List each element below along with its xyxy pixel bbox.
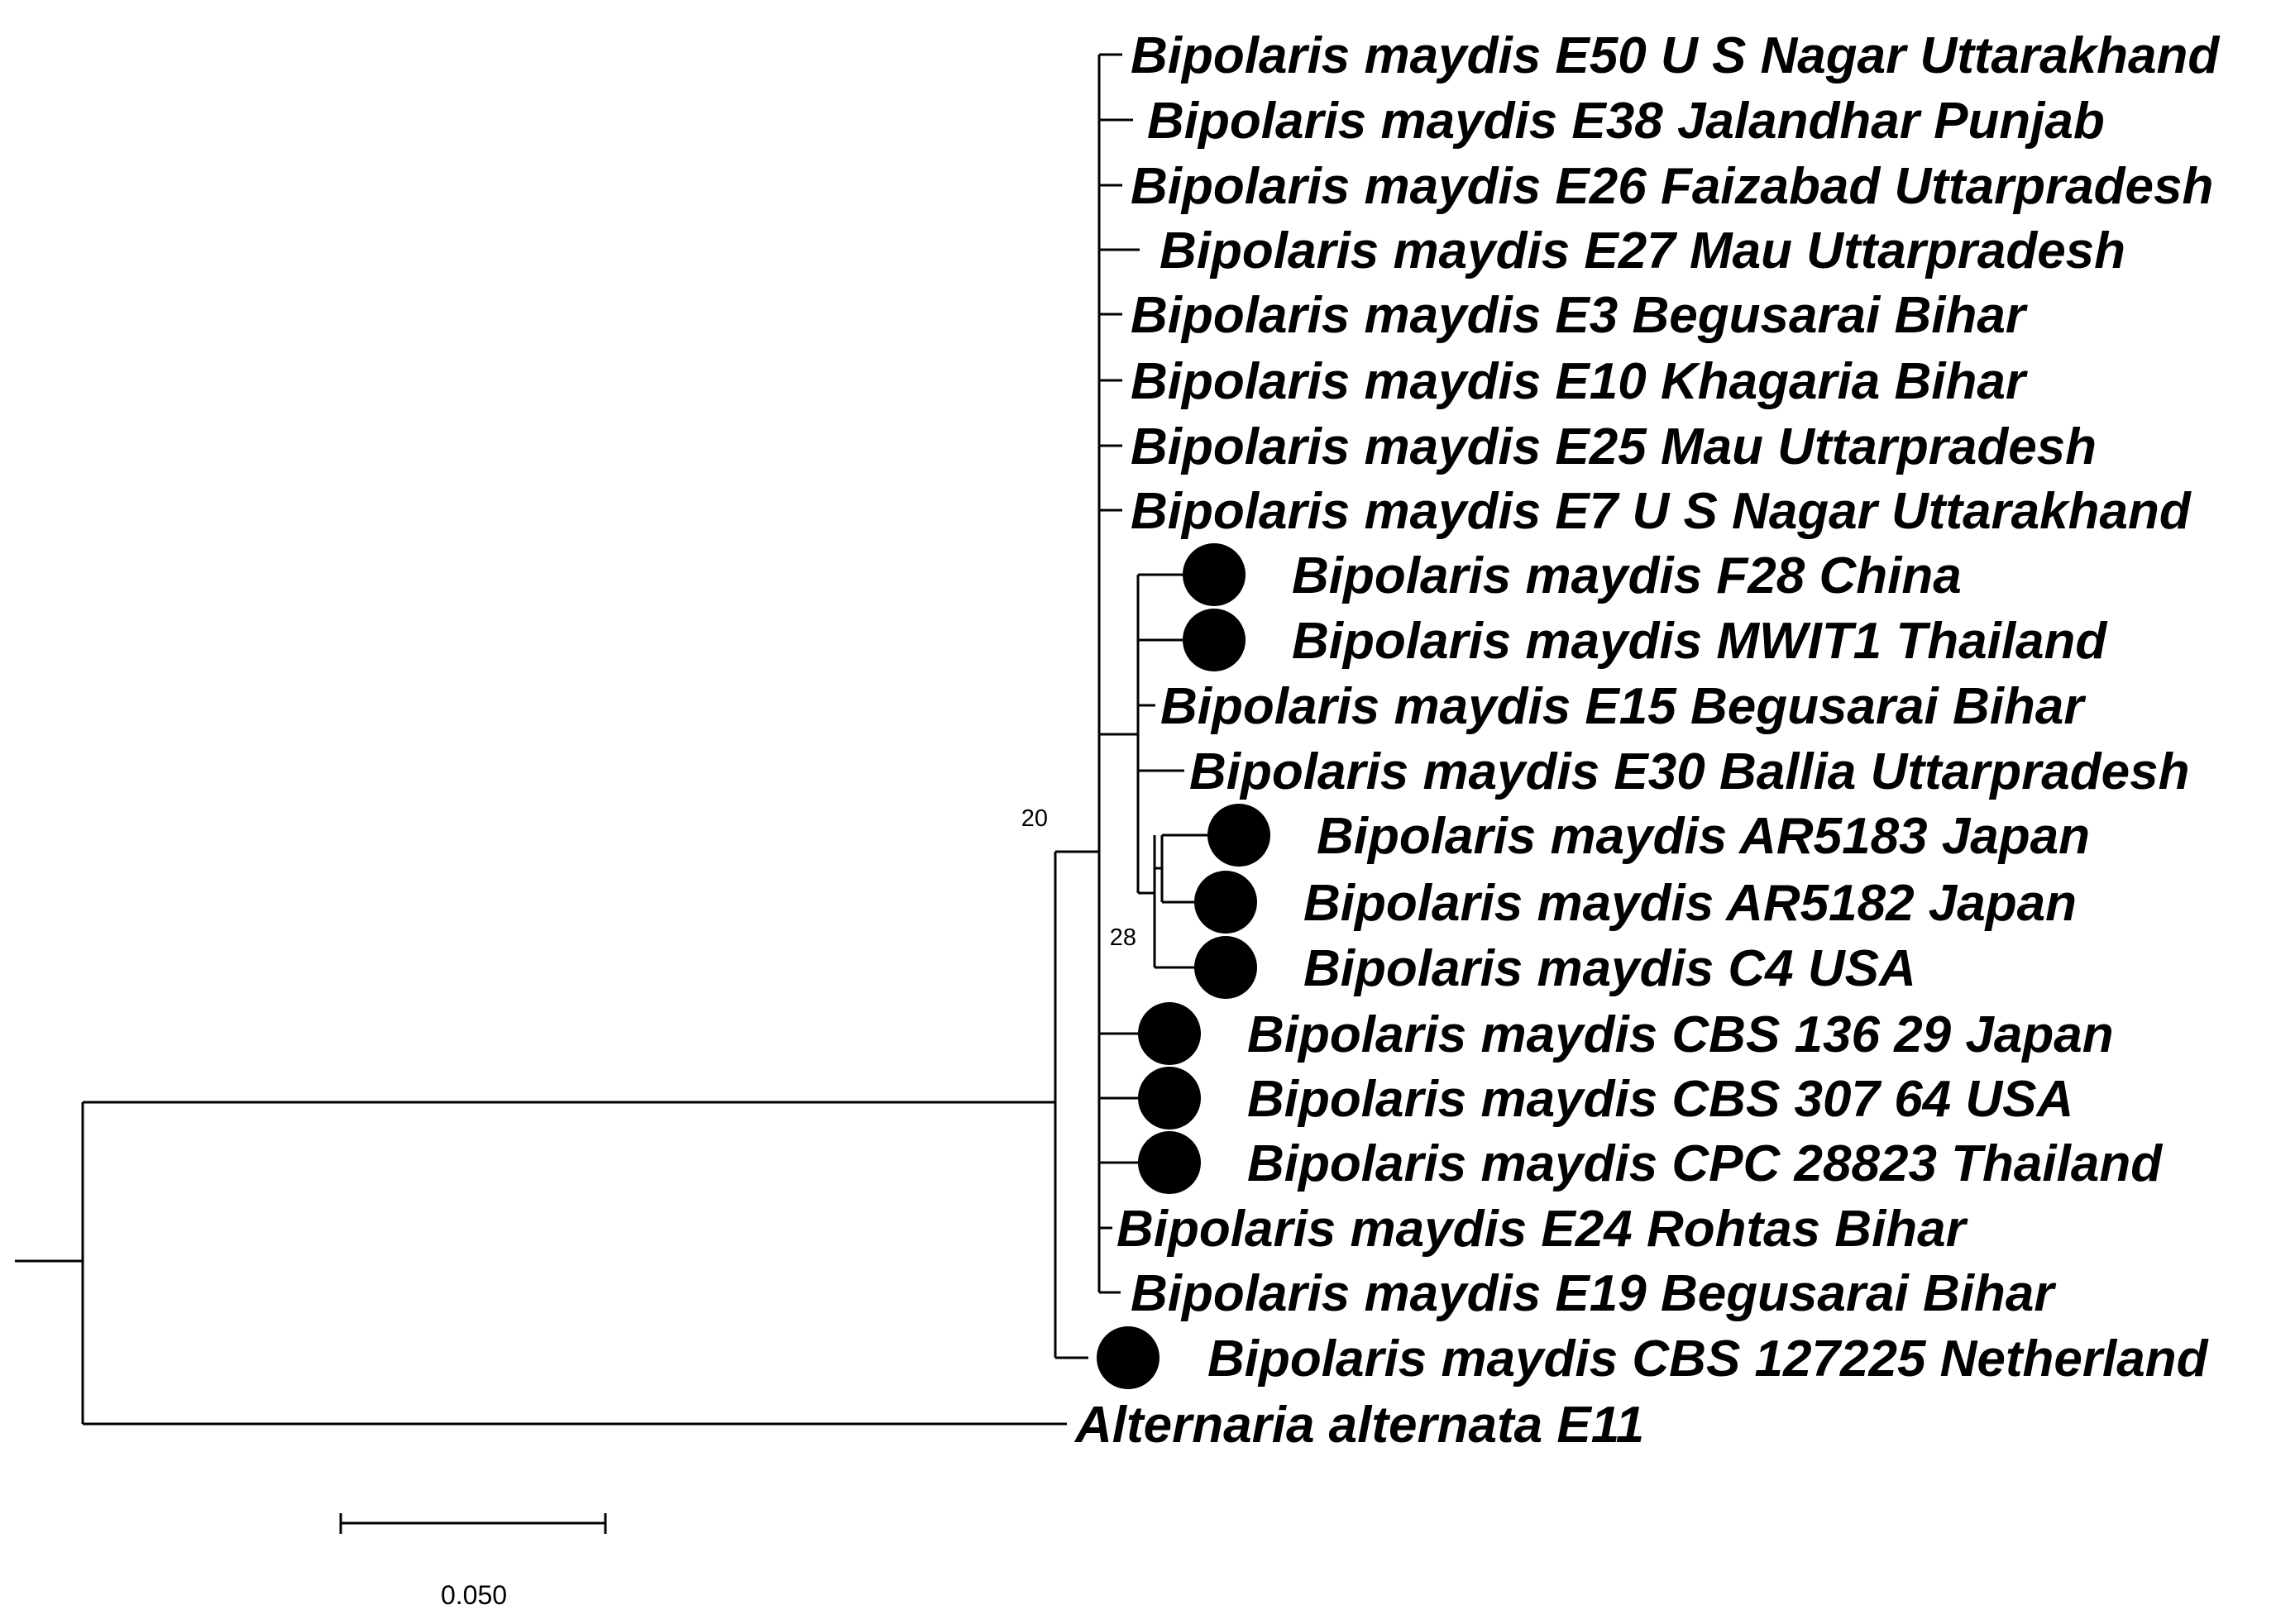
marker-circle-cpc28823 — [1138, 1131, 1201, 1194]
marker-circle-ar5182 — [1194, 871, 1257, 934]
taxon-label-cpc28823: Bipolaris maydis CPC 28823 Thailand — [1247, 1135, 2163, 1192]
taxon-label-e30: Bipolaris maydis E30 Ballia Uttarpradesh — [1189, 743, 2189, 800]
marker-circle-ar5183 — [1207, 804, 1270, 867]
taxon-label-e50: Bipolaris maydis E50 U S Nagar Uttarakha… — [1131, 27, 2220, 84]
taxon-label-cbs13629: Bipolaris maydis CBS 136 29 Japan — [1247, 1006, 2114, 1063]
taxon-label-e38: Bipolaris maydis E38 Jalandhar Punjab — [1147, 93, 2105, 150]
taxon-label-alternaria: Alternaria alternata E11 — [1073, 1397, 1644, 1454]
marker-circle-f28 — [1183, 543, 1246, 606]
marker-circle-cbs127225 — [1097, 1326, 1160, 1389]
marker-circle-cbs13629 — [1138, 1002, 1201, 1065]
marker-circle-c4 — [1194, 936, 1257, 999]
taxon-label-ar5183: Bipolaris maydis AR5183 Japan — [1317, 808, 2090, 865]
taxon-label-e26: Bipolaris maydis E26 Faizabad Uttarprade… — [1131, 158, 2213, 215]
taxon-label-cbs127225: Bipolaris maydis CBS 127225 Netherland — [1207, 1330, 2209, 1388]
taxon-label-e3: Bipolaris maydis E3 Begusarai Bihar — [1131, 287, 2028, 344]
taxon-label-cbs30764: Bipolaris maydis CBS 307 64 USA — [1247, 1071, 2073, 1128]
scale-bar: 0.050 — [339, 1513, 607, 1610]
bootstrap-values: 20 28 — [1021, 805, 1136, 951]
bootstrap-value-28: 28 — [1110, 924, 1136, 951]
taxon-label-e15: Bipolaris maydis E15 Begusarai Bihar — [1160, 678, 2086, 735]
scale-bar-label: 0.050 — [441, 1580, 507, 1610]
taxon-label-mwit1: Bipolaris maydis MWIT1 Thailand — [1292, 613, 2107, 670]
taxon-label-f28: Bipolaris maydis F28 China — [1292, 547, 1962, 604]
taxon-markers — [1097, 543, 1270, 1389]
tree-branches — [15, 53, 1224, 1426]
bootstrap-value-20: 20 — [1021, 805, 1048, 832]
taxon-label-c4: Bipolaris maydis C4 USA — [1303, 940, 1916, 997]
marker-circle-cbs30764 — [1138, 1067, 1201, 1130]
taxon-label-e27: Bipolaris maydis E27 Mau Uttarpradesh — [1160, 222, 2125, 279]
taxon-label-e25: Bipolaris maydis E25 Mau Uttarpradesh — [1131, 418, 2097, 475]
taxon-label-e10: Bipolaris maydis E10 Khagaria Bihar — [1131, 353, 2028, 410]
taxon-label-e19: Bipolaris maydis E19 Begusarai Bihar — [1131, 1265, 2056, 1322]
taxon-label-e7: Bipolaris maydis E7 U S Nagar Uttarakhan… — [1131, 483, 2192, 540]
marker-circle-mwit1 — [1183, 609, 1246, 671]
taxon-label-e24: Bipolaris maydis E24 Rohtas Bihar — [1116, 1201, 1968, 1258]
taxon-label-ar5182: Bipolaris maydis AR5182 Japan — [1303, 875, 2077, 932]
taxon-labels: Bipolaris maydis E50 U S Nagar Uttarakha… — [1073, 27, 2220, 1454]
